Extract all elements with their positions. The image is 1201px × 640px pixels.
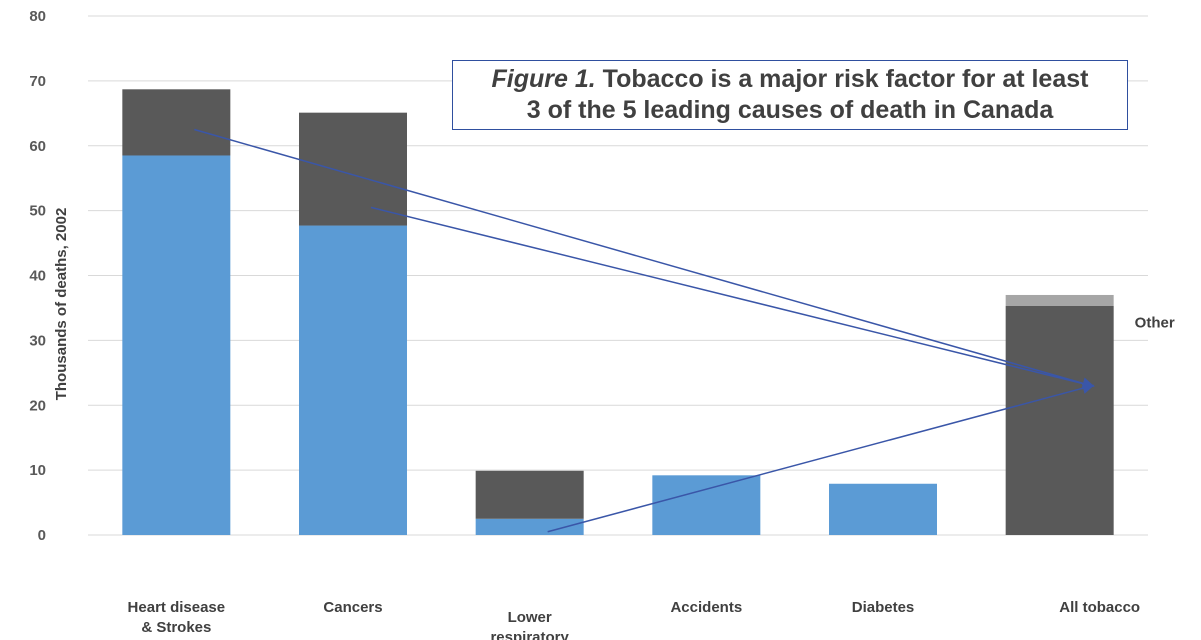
- bar-segment: [829, 483, 937, 535]
- arrow: [547, 382, 1095, 533]
- bar-segment: [475, 518, 584, 535]
- category-label: All tobacco: [1059, 599, 1140, 616]
- category-label: Cancers: [323, 599, 382, 616]
- y-tick-label: 40: [29, 268, 46, 285]
- category-label: Accidents: [670, 599, 742, 616]
- bar-segment: [1005, 294, 1114, 306]
- bar-segment: [299, 112, 407, 226]
- y-tick-label: 20: [29, 397, 46, 414]
- bar-segment: [475, 470, 584, 519]
- arrows: [194, 128, 1095, 533]
- bar-segment: [1005, 305, 1114, 535]
- y-axis-ticks: 0 10 20 30 40 50 60 70 80: [29, 8, 46, 544]
- y-tick-label: 60: [29, 138, 46, 155]
- chart-title: Figure 1. Tobacco is a major risk factor…: [452, 60, 1128, 130]
- bars: [122, 89, 1114, 535]
- bar-segment: [299, 225, 407, 535]
- y-tick-label: 80: [29, 8, 46, 25]
- annotation-label: Other: [1135, 314, 1175, 331]
- bar-segment: [122, 155, 231, 535]
- category-label: Diabetes: [852, 599, 915, 616]
- y-tick-label: 70: [29, 73, 46, 90]
- figure-label: Figure 1.: [491, 65, 596, 93]
- category-label: Lower respiratory: [490, 609, 569, 640]
- y-tick-label: 50: [29, 203, 46, 220]
- gridlines: [88, 15, 1148, 536]
- arrow: [194, 128, 1095, 390]
- y-axis-label: Thousands of deaths, 2002: [53, 208, 70, 401]
- chart-title-line-1: Figure 1. Tobacco is a major risk factor…: [453, 64, 1127, 95]
- chart-title-text-1: Tobacco is a major risk factor for at le…: [602, 65, 1089, 93]
- y-tick-label: 10: [29, 462, 46, 479]
- bar-segment: [652, 475, 761, 535]
- y-tick-label: 30: [29, 332, 46, 349]
- chart-title-line-2: 3 of the 5 leading causes of death in Ca…: [526, 96, 1054, 124]
- bar-segment: [122, 89, 231, 156]
- annotations: Other: [1135, 314, 1175, 331]
- y-tick-label: 0: [38, 527, 46, 544]
- category-labels: Heart disease & Strokes Cancers Lower respir…: [128, 599, 1141, 640]
- category-label: Heart disease & Strokes: [128, 599, 226, 636]
- arrow: [370, 206, 1095, 390]
